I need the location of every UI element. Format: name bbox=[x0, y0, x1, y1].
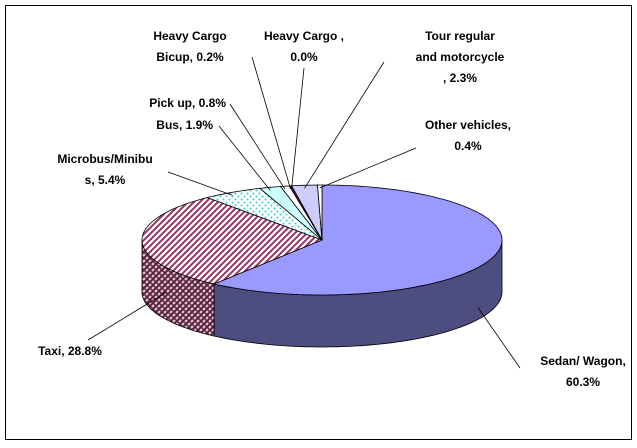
leader-line bbox=[87, 292, 167, 341]
leader-line bbox=[304, 61, 385, 189]
data-label: Sedan/ Wagon, bbox=[540, 354, 626, 368]
data-label: Bicup, 0.2% bbox=[156, 50, 224, 64]
data-label: s, 5.4% bbox=[85, 173, 126, 187]
data-label: and motorcycle bbox=[416, 50, 505, 64]
leader-line bbox=[319, 147, 417, 189]
pie-slice bbox=[290, 184, 323, 241]
data-label: , 2.3% bbox=[443, 71, 477, 85]
pie-slice bbox=[212, 184, 503, 296]
leader-line bbox=[229, 103, 286, 190]
data-label: Microbus/Minibu bbox=[57, 152, 152, 166]
pie-slice bbox=[141, 197, 324, 285]
data-label: Heavy Cargo bbox=[153, 29, 226, 43]
leader-line bbox=[291, 67, 305, 189]
pie-slice bbox=[206, 187, 323, 241]
data-label: 0.4% bbox=[454, 139, 482, 153]
data-label: Heavy Cargo , bbox=[264, 29, 344, 43]
data-label: Pick up, 0.8% bbox=[149, 96, 226, 110]
data-label: Tour regular bbox=[425, 29, 495, 43]
leader-line bbox=[218, 125, 271, 191]
leader-line bbox=[167, 171, 233, 196]
data-label: 60.3% bbox=[566, 375, 600, 389]
pie-slice bbox=[317, 184, 323, 241]
data-label: Taxi, 28.8% bbox=[38, 344, 102, 358]
data-label: 0.0% bbox=[290, 50, 318, 64]
data-label: Bus, 1.9% bbox=[156, 118, 213, 132]
data-label: Other vehicles, bbox=[425, 118, 511, 132]
leader-line bbox=[477, 307, 521, 369]
leader-line bbox=[251, 56, 291, 189]
